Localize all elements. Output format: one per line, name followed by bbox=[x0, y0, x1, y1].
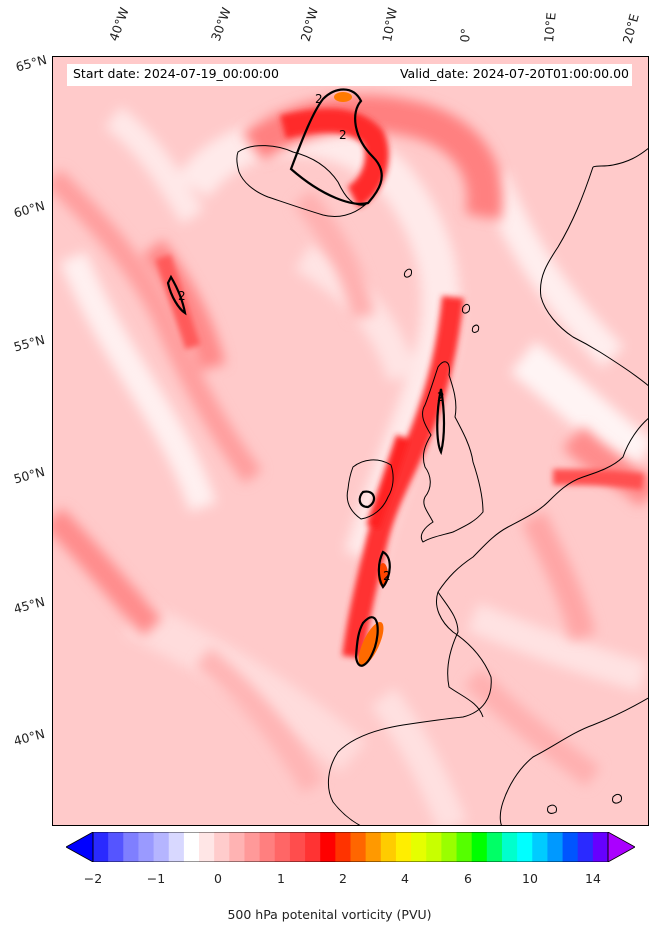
colorbar-cell bbox=[289, 832, 306, 862]
lon-label: 30°W bbox=[207, 5, 234, 44]
colorbar-outline bbox=[92, 832, 609, 862]
lat-label: 40°N bbox=[12, 725, 47, 749]
high-pv-band bbox=[155, 108, 645, 659]
lat-label: 50°N bbox=[12, 463, 47, 487]
lat-label: 55°N bbox=[12, 331, 47, 355]
colorbar-cells bbox=[93, 832, 609, 862]
colorbar-left-extend bbox=[66, 832, 94, 862]
colorbar-cell bbox=[108, 832, 124, 862]
colorbar-label: 500 hPa potenital vorticity (PVU) bbox=[227, 907, 432, 922]
pv-field-map: 2 2 2 2 2 bbox=[53, 57, 648, 825]
colorbar bbox=[66, 832, 635, 862]
colorbar-tick-label: −2 bbox=[83, 871, 103, 886]
colorbar-cell bbox=[501, 832, 518, 862]
colorbar-tick-label: 1 bbox=[277, 871, 285, 886]
colorbar-cell bbox=[93, 832, 109, 862]
lon-label: 20°W bbox=[297, 5, 321, 44]
colorbar-cell bbox=[532, 832, 548, 862]
colorbar-tick-label: 0 bbox=[214, 871, 222, 886]
lat-label: 60°N bbox=[12, 197, 47, 221]
colorbar-tick-label: 4 bbox=[401, 871, 409, 886]
colorbar-cell bbox=[562, 832, 579, 862]
colorbar-cell bbox=[471, 832, 488, 862]
colorbar-cell bbox=[168, 832, 185, 862]
colorbar-cell bbox=[138, 832, 154, 862]
coastlines bbox=[236, 145, 648, 825]
colorbar-cell bbox=[486, 832, 503, 862]
colorbar-right-extend bbox=[607, 832, 635, 862]
colorbar-cell bbox=[365, 832, 382, 862]
lon-label: 10°W bbox=[379, 6, 400, 43]
colorbar-cell bbox=[456, 832, 473, 862]
colorbar-cell bbox=[305, 832, 321, 862]
background-field bbox=[53, 57, 648, 825]
colorbar-tick-label: 10 bbox=[522, 871, 538, 886]
colorbar-tick-label: −1 bbox=[146, 871, 166, 886]
lat-label: 45°N bbox=[12, 593, 47, 617]
valid-date-label: Valid_date: 2024-07-20T01:00:00.00 bbox=[399, 66, 629, 81]
contour-label: 2 bbox=[339, 128, 347, 142]
lat-label: 65°N bbox=[14, 51, 49, 75]
colorbar-cell bbox=[426, 832, 442, 862]
colorbar-tick-label: 2 bbox=[339, 871, 347, 886]
colorbar-cell bbox=[517, 832, 533, 862]
contour-label: 2 bbox=[178, 289, 186, 303]
colorbar-cell bbox=[335, 832, 351, 862]
colorbar-cell bbox=[199, 832, 215, 862]
contour-labels: 2 2 2 2 2 bbox=[178, 92, 445, 583]
colorbar-cell bbox=[123, 832, 139, 862]
pv-2-contours bbox=[166, 88, 446, 667]
colorbar-cell bbox=[577, 832, 594, 862]
colorbar-cell bbox=[350, 832, 367, 862]
colorbar-cell bbox=[274, 832, 291, 862]
colorbar-cell bbox=[411, 832, 427, 862]
colorbar-cell bbox=[547, 832, 563, 862]
map-plot: 2 2 2 2 2 bbox=[52, 56, 649, 826]
lon-label: 10°E bbox=[541, 11, 559, 44]
contour-label: 2 bbox=[315, 92, 323, 106]
start-date-label: Start date: 2024-07-19_00:00:00 bbox=[73, 66, 279, 81]
colorbar-cell bbox=[153, 832, 170, 862]
colorbar-cell bbox=[441, 832, 457, 862]
colorbar-cell bbox=[380, 832, 397, 862]
colorbar-cell bbox=[320, 832, 336, 862]
colorbar-cell bbox=[183, 832, 200, 862]
lon-label: 40°W bbox=[105, 5, 132, 44]
lon-label: 0° bbox=[457, 27, 474, 43]
colorbar-cell bbox=[259, 832, 276, 862]
lon-label: 20°E bbox=[619, 12, 642, 46]
contour-label: 2 bbox=[437, 390, 445, 404]
colorbar-cell bbox=[592, 832, 609, 862]
colorbar-tick-label: 14 bbox=[585, 871, 601, 886]
colorbar-cell bbox=[229, 832, 245, 862]
header-box bbox=[67, 64, 632, 86]
colorbar-cell bbox=[214, 832, 230, 862]
colorbar-cell bbox=[395, 832, 412, 862]
contour-label: 2 bbox=[383, 569, 391, 583]
colorbar-tick-label: 6 bbox=[464, 871, 472, 886]
colorbar-cell bbox=[244, 832, 261, 862]
